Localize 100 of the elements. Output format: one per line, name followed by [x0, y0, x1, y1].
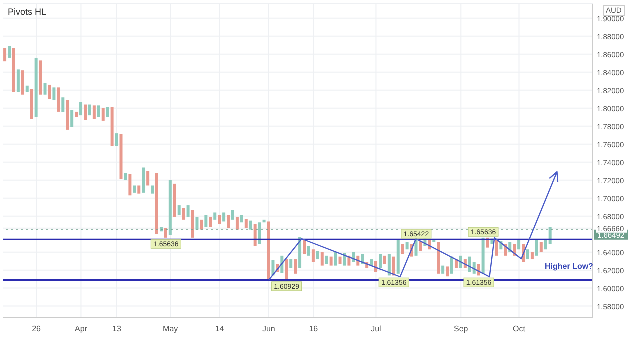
bar	[450, 256, 454, 274]
bar	[388, 254, 391, 276]
bar	[200, 220, 204, 230]
x-tick-label: 26	[32, 324, 42, 334]
bar	[442, 266, 445, 274]
bar	[285, 260, 288, 280]
bar	[173, 184, 176, 218]
bar	[218, 215, 222, 224]
x-tick-label: Sep	[454, 324, 469, 334]
bar	[267, 222, 270, 280]
x-tick-label: Oct	[513, 324, 526, 334]
bar	[303, 240, 306, 254]
bar	[102, 108, 105, 121]
bar	[290, 260, 293, 269]
bar	[75, 112, 78, 118]
bar	[262, 220, 266, 223]
annotation: Higher Low?	[545, 262, 594, 271]
bar	[526, 250, 530, 260]
bar	[482, 238, 485, 274]
bar	[378, 254, 382, 269]
bar	[334, 252, 338, 266]
bar	[146, 171, 150, 186]
bar	[419, 242, 422, 252]
bar	[383, 256, 386, 264]
bar	[316, 251, 320, 260]
bar	[231, 210, 234, 220]
bar	[48, 84, 52, 100]
bar	[151, 186, 154, 194]
bar	[164, 228, 168, 238]
bar	[16, 70, 20, 92]
bar	[92, 106, 96, 120]
x-tick-label: 16	[309, 324, 319, 334]
bar	[8, 46, 12, 58]
bar	[34, 58, 38, 118]
bar	[186, 206, 190, 218]
bar	[128, 174, 132, 196]
bar	[249, 220, 252, 230]
bar	[52, 88, 56, 100]
bar	[338, 256, 342, 264]
bar	[204, 215, 208, 228]
bar	[236, 217, 239, 230]
bar	[160, 227, 163, 232]
bar	[124, 173, 128, 180]
bar	[396, 240, 400, 274]
bar	[84, 104, 87, 120]
bar	[106, 107, 110, 118]
bar	[138, 186, 141, 194]
bar	[307, 246, 310, 256]
x-tick-label: May	[163, 324, 178, 334]
bar	[44, 83, 47, 95]
bar	[272, 260, 275, 276]
bar	[240, 215, 244, 223]
bar	[57, 88, 60, 112]
bar	[39, 60, 42, 95]
bar	[495, 240, 498, 256]
bar	[142, 168, 146, 193]
bar	[298, 237, 302, 269]
bar	[133, 186, 136, 193]
bar	[26, 86, 29, 92]
bar	[4, 48, 7, 62]
bar	[254, 224, 257, 246]
x-tick-label: Jun	[262, 324, 276, 334]
bar	[330, 256, 333, 266]
chart-title: Pivots HL	[8, 7, 47, 17]
bar	[110, 107, 114, 146]
bar	[535, 240, 538, 256]
bar	[446, 266, 450, 277]
bar	[12, 48, 16, 92]
bar	[120, 134, 123, 180]
bar	[209, 217, 212, 228]
bar	[222, 212, 226, 222]
bar	[540, 242, 543, 252]
bar	[392, 256, 396, 276]
bar	[518, 240, 521, 250]
bar	[530, 252, 534, 260]
bar	[401, 244, 404, 254]
bar	[97, 106, 100, 118]
bar	[227, 215, 230, 228]
x-tick-label: 14	[215, 324, 225, 334]
bar	[244, 219, 248, 228]
bar	[196, 217, 199, 230]
bar	[325, 256, 328, 264]
bar	[182, 208, 186, 220]
bar	[312, 250, 315, 262]
bar	[168, 180, 172, 236]
bar	[156, 173, 159, 234]
bar	[66, 100, 70, 130]
bar	[343, 253, 346, 266]
bar	[178, 206, 181, 216]
x-tick-label: 13	[112, 324, 122, 334]
bar	[191, 210, 194, 238]
bar	[62, 98, 65, 112]
bar	[214, 212, 217, 220]
bar	[21, 70, 24, 95]
x-tick-label: Jul	[371, 324, 382, 334]
bar	[115, 134, 118, 146]
bar	[258, 222, 262, 244]
bar	[406, 242, 409, 250]
bar	[294, 260, 298, 274]
bar	[70, 110, 74, 128]
